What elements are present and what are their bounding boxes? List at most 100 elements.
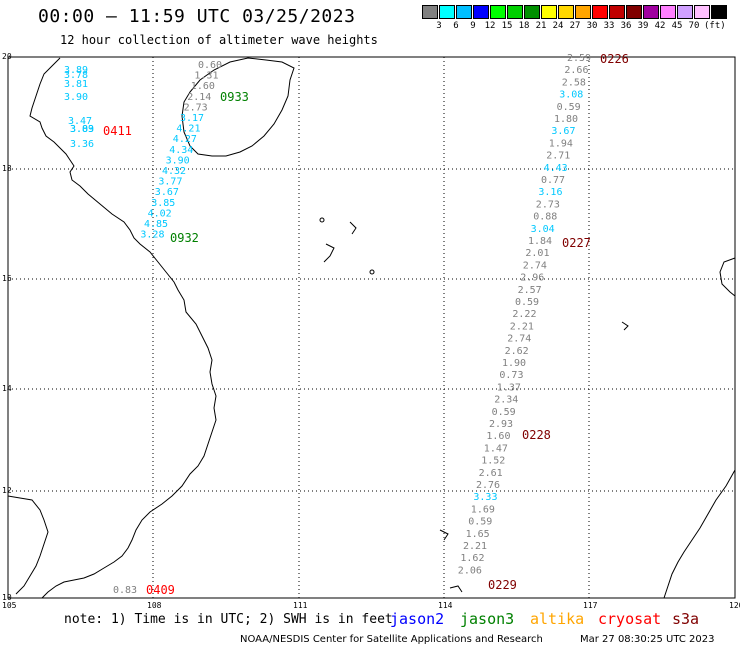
pass-time-label: 0932: [170, 231, 199, 245]
wave-height-value: 3.78: [64, 70, 88, 81]
map-subtitle: 12 hour collection of altimeter wave hei…: [60, 33, 378, 47]
legend-label: 21: [535, 21, 547, 31]
wave-height-value: 1.90: [502, 358, 526, 369]
legend-jason3: jason3: [460, 610, 515, 628]
legend-swatch: [422, 5, 438, 19]
legend-altika: altika: [530, 610, 585, 628]
wave-height-value: 3.67: [551, 126, 575, 137]
pass-time-label: 0229: [488, 578, 517, 592]
coastlines: [7, 57, 736, 599]
footer-credit: NOAA/NESDIS Center for Satellite Applica…: [240, 634, 543, 645]
wave-height-value: 4.32: [162, 166, 186, 177]
palawan-coast: [663, 469, 736, 599]
wave-height-value: 0.88: [533, 212, 557, 223]
legend-label: 45: [671, 21, 683, 31]
wave-height-value: 2.57: [518, 285, 542, 296]
wave-height-value: 0.60: [198, 60, 222, 71]
wave-height-value: 2.21: [510, 321, 534, 332]
wave-height-value: 2.61: [479, 468, 503, 479]
lon-label: 120: [729, 601, 740, 610]
island: [319, 217, 325, 223]
wave-height-value: 3.89: [70, 124, 94, 135]
legend-swatch: [558, 5, 574, 19]
legend-swatch: [609, 5, 625, 19]
wave-height-value: 3.77: [158, 177, 182, 188]
wave-height-value: 0.59: [557, 102, 581, 113]
wave-height-value: 2.01: [525, 248, 549, 259]
wave-height-value: 3.16: [538, 187, 562, 198]
plot-frame: [7, 56, 736, 599]
wave-height-value: 2.96: [520, 273, 544, 284]
wave-height-value: 3.36: [70, 139, 94, 150]
legend-swatch: [541, 5, 557, 19]
lat-label: 18: [2, 164, 12, 173]
wave-height-value: 3.08: [559, 90, 583, 101]
legend-label: 9: [470, 21, 476, 31]
island: [323, 243, 335, 263]
legend-label: 30: [586, 21, 598, 31]
wave-height-value: 2.58: [562, 77, 586, 88]
wave-height-value: 1.84: [528, 236, 552, 247]
wave-height-value: 0.77: [541, 175, 565, 186]
wave-height-value: 3.81: [64, 79, 88, 90]
pass-time-label: 0409: [146, 583, 175, 597]
lat-label: 10: [2, 593, 12, 602]
legend-label: 33: [603, 21, 615, 31]
wave-height-value: 3.89: [64, 65, 88, 76]
wave-height-value: 4.34: [169, 145, 193, 156]
legend-cryosat: cryosat: [598, 610, 662, 628]
wave-height-value: 2.74: [507, 334, 531, 345]
philippines-coast: [719, 257, 736, 297]
wave-height-value: 0.83: [113, 585, 137, 596]
wave-height-value: 0.59: [492, 407, 516, 418]
pass-time-label: 0227: [562, 236, 591, 250]
wave-height-value: 3.03: [70, 124, 94, 135]
wave-height-value: 3.90: [64, 92, 88, 103]
lon-label: 117: [583, 601, 598, 610]
wave-height-value: 3.85: [151, 198, 175, 209]
legend-swatch: [592, 5, 608, 19]
wave-height-value: 2.73: [184, 102, 208, 113]
legend-swatch: [677, 5, 693, 19]
legend-jason2: jason2: [390, 610, 445, 628]
legend-swatch: [507, 5, 523, 19]
lat-label: 16: [2, 274, 12, 283]
lat-label: 20: [2, 52, 12, 61]
wave-height-value: 1.47: [484, 443, 508, 454]
wave-height-value: 2.66: [564, 65, 588, 76]
wave-height-value: 1.60: [191, 81, 215, 92]
wave-height-value: 2.62: [505, 346, 529, 357]
legend-swatch: [439, 5, 455, 19]
wave-height-value: 2.06: [458, 565, 482, 576]
wave-height-value: 4.43: [544, 163, 568, 174]
wave-height-value: 3.28: [140, 230, 164, 241]
wave-height-value: 1.62: [460, 553, 484, 564]
map-title: 00:00 – 11:59 UTC 03/25/2023: [38, 6, 356, 27]
wave-height-value: 2.71: [546, 151, 570, 162]
legend-swatch: [473, 5, 489, 19]
wave-height-value: 4.27: [173, 134, 197, 145]
gulf-coast: [7, 495, 49, 595]
lon-label: 114: [438, 601, 453, 610]
vietnam-coast: [29, 57, 217, 599]
legend-label: 6: [453, 21, 459, 31]
legend-label: 24: [552, 21, 564, 31]
legend-swatch: [626, 5, 642, 19]
wave-height-value: 1.52: [481, 456, 505, 467]
wave-height-value: 0.59: [515, 297, 539, 308]
legend-swatch: [456, 5, 472, 19]
wave-height-tracks: 3.893.783.813.903.473.033.893.360.601.31…: [64, 52, 629, 597]
wave-height-value: 3.67: [155, 187, 179, 198]
legend-swatch: [694, 5, 710, 19]
wave-height-value: 4.85: [144, 219, 168, 230]
wave-height-value: 2.21: [463, 541, 487, 552]
wave-height-value: 3.47: [68, 116, 92, 127]
lat-label: 14: [2, 384, 12, 393]
legend-swatch: [524, 5, 540, 19]
wave-height-value: 2.34: [494, 395, 518, 406]
wave-height-value: 4.02: [148, 208, 172, 219]
legend-swatch: [575, 5, 591, 19]
legend-label: 39: [637, 21, 649, 31]
wave-height-value: 2.73: [536, 199, 560, 210]
